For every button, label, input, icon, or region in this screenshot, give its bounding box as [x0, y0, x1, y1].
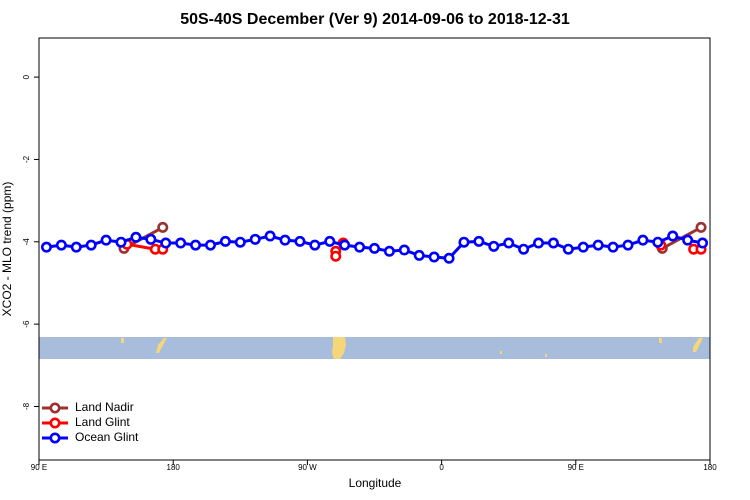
- point: [324, 235, 336, 247]
- point: [622, 239, 634, 251]
- point: [533, 237, 545, 249]
- chart-title: 50S-40S December (Ver 9) 2014-09-06 to 2…: [180, 11, 570, 28]
- y-tick-label: 0: [22, 74, 31, 79]
- point: [204, 239, 216, 251]
- point: [219, 235, 231, 247]
- point: [518, 243, 530, 255]
- x-tick-label: 180: [167, 463, 181, 472]
- point: [330, 250, 342, 262]
- point: [130, 231, 142, 243]
- legend-swatch-point: [49, 432, 61, 444]
- y-axis-label: XCO2 - MLO trend (ppm): [0, 182, 14, 317]
- map-band: [39, 337, 710, 359]
- point: [279, 234, 291, 246]
- point: [652, 236, 664, 248]
- point: [85, 239, 97, 251]
- point: [592, 239, 604, 251]
- y-tick-label: -4: [22, 238, 31, 246]
- x-tick-label: 90 E: [31, 463, 47, 472]
- point: [294, 235, 306, 247]
- legend-label: Ocean Glint: [75, 430, 139, 444]
- point: [354, 241, 366, 253]
- y-tick-label: -2: [22, 155, 31, 163]
- point: [368, 242, 380, 254]
- point: [695, 221, 707, 233]
- point: [428, 251, 440, 263]
- point: [488, 240, 500, 252]
- point: [160, 237, 172, 249]
- point: [562, 243, 574, 255]
- point: [443, 252, 455, 264]
- legend-swatch-point: [49, 417, 61, 429]
- plot-frame: [38, 37, 711, 461]
- point: [547, 237, 559, 249]
- legend-label: Land Glint: [75, 415, 130, 429]
- point: [697, 237, 709, 249]
- point: [682, 234, 694, 246]
- point: [458, 236, 470, 248]
- x-tick-label: 180: [703, 463, 717, 472]
- x-tick-label: 90 E: [568, 463, 584, 472]
- x-tick-label: 0: [439, 463, 444, 472]
- ocean: [39, 337, 710, 359]
- point: [40, 241, 52, 253]
- point: [667, 230, 679, 242]
- point: [607, 241, 619, 253]
- point: [503, 237, 515, 249]
- point: [234, 236, 246, 248]
- point: [577, 241, 589, 253]
- y-tick-label: -6: [22, 320, 31, 328]
- x-axis-label: Longitude: [349, 476, 402, 490]
- legend-swatch-point: [49, 402, 61, 414]
- point: [383, 245, 395, 257]
- point: [145, 233, 157, 245]
- point: [70, 241, 82, 253]
- point: [637, 234, 649, 246]
- point: [413, 249, 425, 261]
- point: [398, 244, 410, 256]
- point: [55, 239, 67, 251]
- point: [264, 230, 276, 242]
- y-tick-label: -8: [22, 402, 31, 410]
- x-tick-label: 90 W: [298, 463, 317, 472]
- point: [175, 237, 187, 249]
- point: [190, 239, 202, 251]
- point: [473, 235, 485, 247]
- point: [115, 236, 127, 248]
- point: [339, 239, 351, 251]
- point: [249, 233, 261, 245]
- point: [100, 234, 112, 246]
- legend-label: Land Nadir: [75, 400, 134, 414]
- point: [309, 239, 321, 251]
- point: [157, 221, 169, 233]
